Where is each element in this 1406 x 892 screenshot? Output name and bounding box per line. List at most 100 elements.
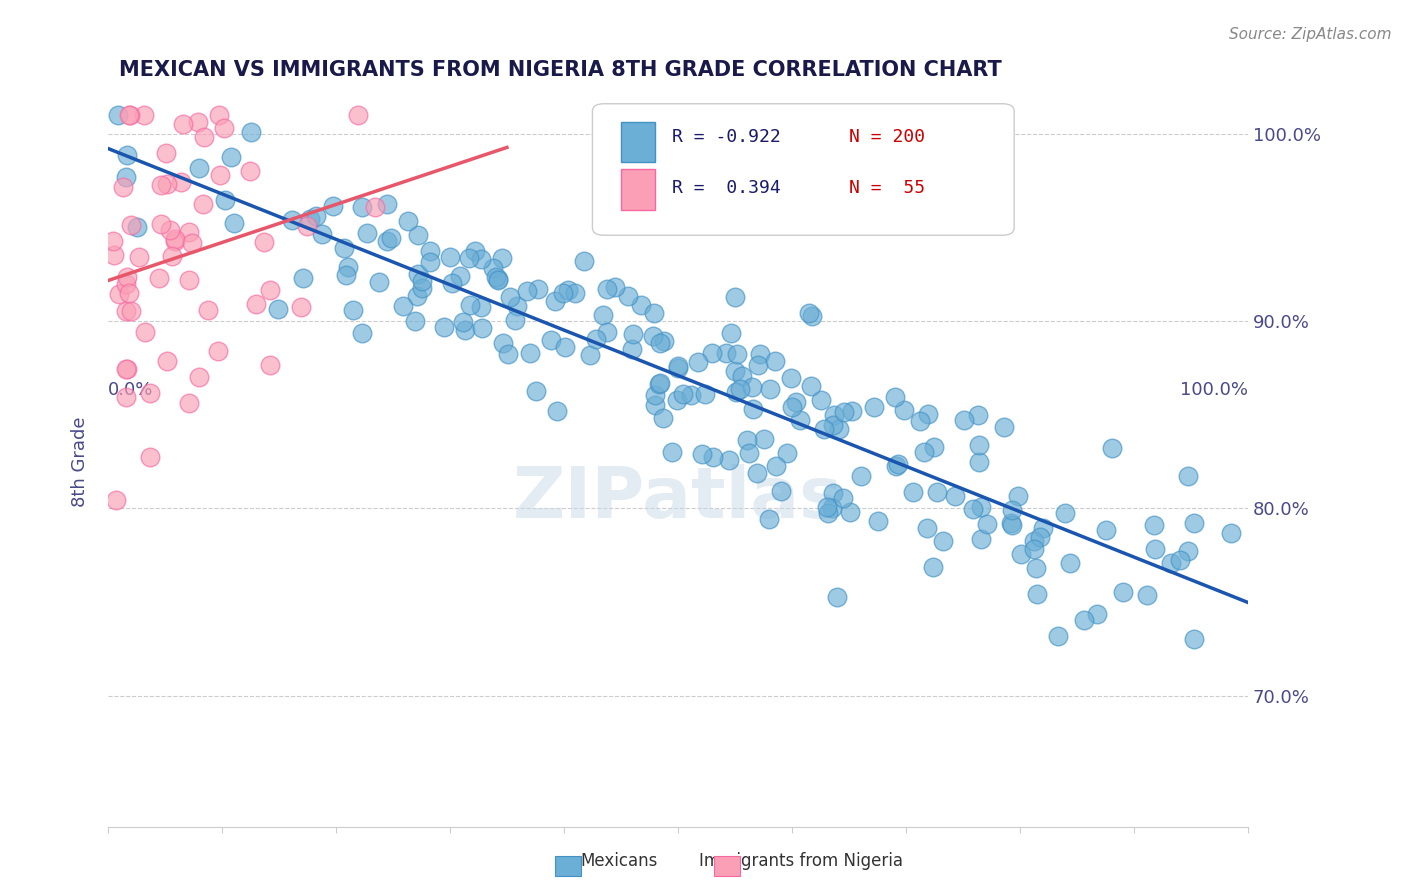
Point xyxy=(1160,556,1182,570)
Point xyxy=(886,458,908,473)
Point xyxy=(621,342,644,356)
Point xyxy=(967,408,990,422)
Point xyxy=(962,502,984,516)
Point xyxy=(738,446,761,460)
Point xyxy=(134,325,156,339)
Point xyxy=(411,281,433,295)
Point xyxy=(527,282,550,296)
Point xyxy=(498,347,520,361)
Point xyxy=(908,414,931,428)
Point xyxy=(440,276,463,290)
Point xyxy=(411,275,433,289)
Point xyxy=(741,401,763,416)
Point xyxy=(832,404,855,418)
Point xyxy=(1029,530,1052,544)
Point xyxy=(1059,557,1081,571)
Point xyxy=(553,286,575,301)
Point xyxy=(239,163,262,178)
Point xyxy=(115,277,138,292)
Point xyxy=(139,450,162,465)
Point xyxy=(967,455,990,469)
Point xyxy=(540,333,562,347)
Point xyxy=(470,300,492,314)
Point xyxy=(730,382,752,396)
Point xyxy=(406,268,429,282)
Point xyxy=(103,248,125,262)
Point xyxy=(1101,441,1123,455)
Point xyxy=(305,209,328,223)
Point xyxy=(337,260,360,275)
Point xyxy=(449,268,471,283)
Point xyxy=(163,234,186,248)
Point xyxy=(149,217,172,231)
Point xyxy=(831,491,853,505)
Point xyxy=(884,390,907,404)
Point xyxy=(259,358,281,372)
Point xyxy=(1026,587,1049,601)
Point xyxy=(342,303,364,318)
Point xyxy=(188,161,211,176)
Point xyxy=(745,466,768,480)
Point xyxy=(841,404,863,418)
Point xyxy=(554,340,576,354)
Point xyxy=(915,521,938,535)
Point xyxy=(505,299,527,313)
Point xyxy=(1144,541,1167,556)
Point xyxy=(127,220,149,235)
Point xyxy=(952,413,974,427)
Text: R = -0.922: R = -0.922 xyxy=(672,128,780,145)
Point xyxy=(1177,544,1199,558)
Point xyxy=(724,290,747,304)
Point xyxy=(828,422,851,436)
Point xyxy=(1047,629,1070,643)
Point xyxy=(191,196,214,211)
Point xyxy=(1095,523,1118,537)
Point xyxy=(115,390,138,404)
Point xyxy=(356,226,378,240)
Point xyxy=(815,500,838,514)
Point xyxy=(1054,506,1077,520)
Point xyxy=(544,294,567,309)
Point xyxy=(1000,516,1022,530)
Point xyxy=(281,212,304,227)
Point xyxy=(1143,517,1166,532)
Point xyxy=(108,286,131,301)
Point xyxy=(1001,502,1024,516)
Point xyxy=(1112,584,1135,599)
Point xyxy=(630,298,652,312)
Point xyxy=(464,244,486,258)
Point xyxy=(887,457,910,471)
Point xyxy=(245,296,267,310)
Point xyxy=(616,289,638,303)
Point xyxy=(893,403,915,417)
Point xyxy=(730,369,752,384)
Point xyxy=(392,299,415,313)
Point xyxy=(457,252,479,266)
Point xyxy=(789,413,811,427)
Point xyxy=(650,376,672,390)
Point xyxy=(643,328,665,343)
Point xyxy=(666,359,689,374)
Point xyxy=(945,488,967,502)
Point xyxy=(1136,588,1159,602)
Point xyxy=(1085,607,1108,621)
Point xyxy=(322,199,344,213)
Point xyxy=(396,214,419,228)
Point xyxy=(652,410,675,425)
Point xyxy=(492,335,515,350)
Point xyxy=(932,533,955,548)
Point xyxy=(239,125,262,139)
Point xyxy=(163,231,186,245)
Point xyxy=(451,315,474,329)
Point xyxy=(295,219,318,233)
Point xyxy=(148,270,170,285)
Point xyxy=(1182,632,1205,647)
Point xyxy=(605,279,627,293)
Point xyxy=(643,306,665,320)
Point xyxy=(380,231,402,245)
Point xyxy=(290,300,312,314)
Point xyxy=(193,129,215,144)
Point xyxy=(139,386,162,401)
Text: Source: ZipAtlas.com: Source: ZipAtlas.com xyxy=(1229,27,1392,42)
Point xyxy=(1168,553,1191,567)
